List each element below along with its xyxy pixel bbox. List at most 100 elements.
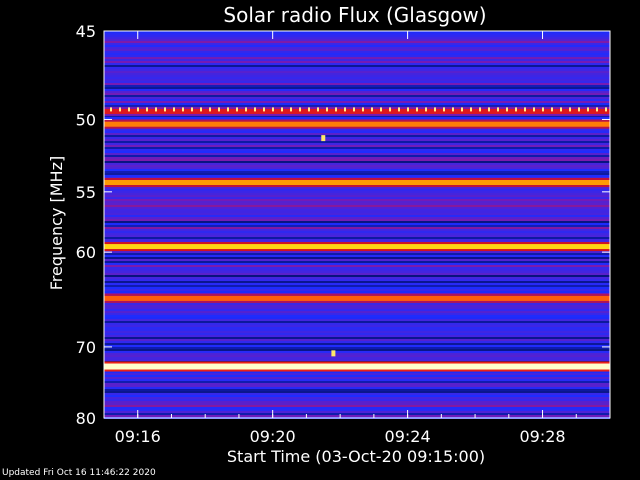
- spectrum-row: [104, 289, 610, 291]
- spectrum-row: [104, 277, 610, 279]
- x-tick-label: 09:16: [115, 427, 161, 446]
- band-dot: [164, 107, 166, 112]
- spectrum-row: [104, 101, 610, 103]
- band-dot: [200, 107, 202, 112]
- spectrum-row: [104, 405, 610, 407]
- band-dot: [182, 107, 184, 112]
- burst-spot: [321, 135, 326, 142]
- spectrum-row: [104, 391, 610, 393]
- x-tick-label: 09:20: [250, 427, 296, 446]
- band-dot: [443, 107, 445, 112]
- y-axis-label: Frequency [MHz]: [47, 156, 66, 290]
- spectrum-row: [104, 95, 610, 97]
- spectrum-row: [104, 261, 610, 263]
- spectrum-row: [104, 343, 610, 345]
- spectrum-row: [104, 397, 610, 399]
- spectrum-row: [104, 177, 610, 179]
- spectrum-row: [104, 275, 610, 277]
- band-dot: [110, 107, 112, 112]
- spectrum-row: [104, 35, 610, 37]
- spectrum-row: [104, 55, 610, 57]
- spectrum-row: [104, 409, 610, 411]
- axes: 45 50 55 60 70 80 09:16 09:20 09:24 09:28: [76, 22, 611, 446]
- band-dot: [587, 107, 589, 112]
- spectrum-row: [104, 375, 610, 377]
- spectrum-row: [104, 33, 610, 35]
- spectrum-row: [104, 105, 610, 107]
- emission-band: [104, 363, 610, 370]
- band-dot: [146, 107, 148, 112]
- spectrum-row: [104, 255, 610, 257]
- spectrum-row: [104, 269, 610, 271]
- spectrum-row: [104, 329, 610, 331]
- spectrum-row: [104, 265, 610, 267]
- spectrum-row: [104, 281, 610, 283]
- spectrum-row: [104, 279, 610, 281]
- spectrum-row: [104, 251, 610, 253]
- band-dot: [173, 107, 175, 112]
- emission-band: [104, 180, 610, 186]
- spectrum-row: [104, 73, 610, 75]
- band-dot: [344, 107, 346, 112]
- spectrum-row: [104, 155, 610, 157]
- spectrum-row: [104, 67, 610, 69]
- spectrum-row: [104, 387, 610, 389]
- spectrum-row: [104, 169, 610, 171]
- spectrum-row: [104, 75, 610, 77]
- band-dot: [119, 107, 121, 112]
- band-dot: [209, 107, 211, 112]
- y-tick-label: 50: [76, 110, 96, 129]
- spectrum-row: [104, 371, 610, 373]
- spectrum-row: [104, 59, 610, 61]
- spectrum-row: [104, 53, 610, 55]
- spectrum-row: [104, 205, 610, 207]
- x-axis-label: Start Time (03-Oct-20 09:15:00): [227, 447, 485, 466]
- emission-band: [104, 121, 610, 127]
- emission-band: [104, 244, 610, 250]
- spectrum-row: [104, 241, 610, 243]
- band-dot: [470, 107, 472, 112]
- spectrum-row: [104, 173, 610, 175]
- band-dot: [155, 107, 157, 112]
- band-dot: [290, 107, 292, 112]
- spectrum-row: [104, 91, 610, 93]
- band-dot: [317, 107, 319, 112]
- spectrum-row: [104, 69, 610, 71]
- band-dot: [596, 107, 598, 112]
- spectrum-row: [104, 193, 610, 195]
- spectrum-row: [104, 359, 610, 361]
- spectrum-row: [104, 195, 610, 197]
- spectrum-row: [104, 285, 610, 287]
- spectrum-row: [104, 103, 610, 105]
- band-dot: [569, 107, 571, 112]
- band-dot: [524, 107, 526, 112]
- spectrum-row: [104, 163, 610, 165]
- spectrum-row: [104, 399, 610, 401]
- spectrum-row: [104, 333, 610, 335]
- band-dot: [515, 107, 517, 112]
- spectrum-row: [104, 37, 610, 39]
- spectrum-row: [104, 199, 610, 201]
- spectrum-row: [104, 353, 610, 355]
- spectrum-row: [104, 381, 610, 383]
- band-dot: [362, 107, 364, 112]
- spectrum-row: [104, 291, 610, 293]
- y-tick-label: 60: [76, 243, 96, 262]
- spectrum-row: [104, 317, 610, 319]
- spectrum-row: [104, 351, 610, 353]
- spectrum-row: [104, 213, 610, 215]
- spectrum-row: [104, 137, 610, 139]
- band-dot: [245, 107, 247, 112]
- spectrum-row: [104, 171, 610, 173]
- spectrum-row: [104, 385, 610, 387]
- spectrum-row: [104, 257, 610, 259]
- band-dot: [407, 107, 409, 112]
- spectrum-row: [104, 47, 610, 49]
- spectrum-row: [104, 415, 610, 417]
- spectrum-row: [104, 93, 610, 95]
- y-tick-label: 80: [76, 409, 96, 428]
- band-dot: [560, 107, 562, 112]
- emission-band: [104, 108, 610, 114]
- spectrum-row: [104, 43, 610, 45]
- spectrum-row: [104, 309, 610, 311]
